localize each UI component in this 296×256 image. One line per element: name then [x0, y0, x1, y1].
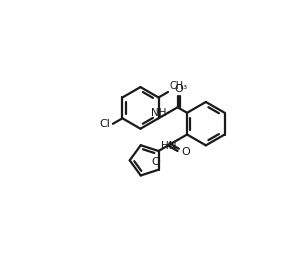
Text: HN: HN: [161, 141, 176, 151]
Text: Cl: Cl: [99, 119, 110, 129]
Text: O: O: [181, 147, 190, 157]
Text: CH₃: CH₃: [170, 81, 188, 91]
Text: O: O: [175, 84, 184, 94]
Text: NH: NH: [151, 108, 167, 118]
Text: O: O: [151, 157, 160, 167]
